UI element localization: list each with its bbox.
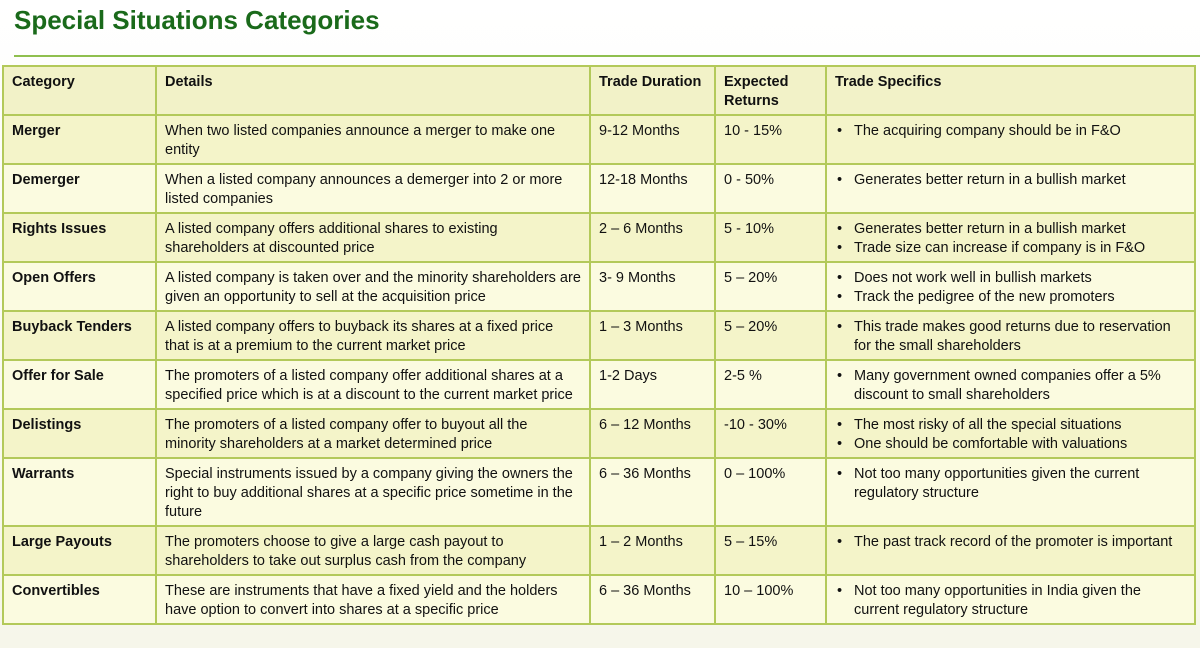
category-cell: Offer for Sale [2,359,157,410]
duration-cell: 3- 9 Months [589,261,716,312]
category-cell: Buyback Tenders [2,310,157,361]
specifics-cell: Does not work well in bullish markets Tr… [825,261,1196,312]
specifics-item: Track the pedigree of the new promoters [835,288,1186,307]
specifics-cell: The past track record of the promoter is… [825,525,1196,576]
specifics-list: The past track record of the promoter is… [835,533,1186,552]
duration-cell: 1 – 3 Months [589,310,716,361]
specifics-item: Generates better return in a bullish mar… [835,220,1186,239]
specifics-cell: Generates better return in a bullish mar… [825,163,1196,214]
returns-cell: 2-5 % [714,359,827,410]
specifics-list: The acquiring company should be in F&O [835,122,1186,141]
category-cell: Open Offers [2,261,157,312]
specifics-list: This trade makes good returns due to res… [835,318,1186,356]
category-cell: Convertibles [2,574,157,625]
table-row: Convertibles These are instruments that … [2,574,1196,625]
returns-cell: 5 – 20% [714,310,827,361]
specifics-item: Many government owned companies offer a … [835,367,1186,405]
table-row: Warrants Special instruments issued by a… [2,457,1196,527]
specifics-list: Not too many opportunities given the cur… [835,465,1186,503]
table-row: Offer for Sale The promoters of a listed… [2,359,1196,410]
table-row: Large Payouts The promoters choose to gi… [2,525,1196,576]
specifics-list: Generates better return in a bullish mar… [835,220,1186,258]
specifics-item: Not too many opportunities in India give… [835,582,1186,620]
details-cell: These are instruments that have a fixed … [155,574,591,625]
specifics-item: Not too many opportunities given the cur… [835,465,1186,503]
table-row: Merger When two listed companies announc… [2,114,1196,165]
column-header-expected-returns: Expected Returns [714,65,827,116]
specifics-item: The acquiring company should be in F&O [835,122,1186,141]
specifics-cell: Not too many opportunities given the cur… [825,457,1196,527]
page-title: Special Situations Categories [14,5,380,35]
duration-cell: 6 – 12 Months [589,408,716,459]
column-header-category: Category [2,65,157,116]
specifics-cell: Generates better return in a bullish mar… [825,212,1196,263]
table-row: Delistings The promoters of a listed com… [2,408,1196,459]
details-cell: A listed company offers additional share… [155,212,591,263]
details-cell: The promoters of a listed company offer … [155,359,591,410]
returns-cell: 10 - 15% [714,114,827,165]
table-row: Rights Issues A listed company offers ad… [2,212,1196,263]
specifics-cell: The most risky of all the special situat… [825,408,1196,459]
duration-cell: 12-18 Months [589,163,716,214]
duration-cell: 2 – 6 Months [589,212,716,263]
duration-cell: 9-12 Months [589,114,716,165]
details-cell: The promoters of a listed company offer … [155,408,591,459]
specifics-cell: Not too many opportunities in India give… [825,574,1196,625]
specifics-list: The most risky of all the special situat… [835,416,1186,454]
details-cell: When a listed company announces a demerg… [155,163,591,214]
returns-cell: 5 – 15% [714,525,827,576]
specifics-item: The most risky of all the special situat… [835,416,1186,435]
details-cell: When two listed companies announce a mer… [155,114,591,165]
returns-cell: 10 – 100% [714,574,827,625]
category-cell: Delistings [2,408,157,459]
details-cell: A listed company is taken over and the m… [155,261,591,312]
specifics-list: Does not work well in bullish markets Tr… [835,269,1186,307]
specifics-cell: Many government owned companies offer a … [825,359,1196,410]
table-row: Open Offers A listed company is taken ov… [2,261,1196,312]
specifics-item: This trade makes good returns due to res… [835,318,1186,356]
category-cell: Merger [2,114,157,165]
column-header-trade-duration: Trade Duration [589,65,716,116]
column-header-details: Details [155,65,591,116]
header-row: Category Details Trade Duration Expected… [2,65,1196,116]
specifics-item: The past track record of the promoter is… [835,533,1186,552]
category-cell: Demerger [2,163,157,214]
category-cell: Large Payouts [2,525,157,576]
returns-cell: 0 - 50% [714,163,827,214]
specifics-cell: The acquiring company should be in F&O [825,114,1196,165]
specifics-cell: This trade makes good returns due to res… [825,310,1196,361]
returns-cell: 5 - 10% [714,212,827,263]
specifics-list: Not too many opportunities in India give… [835,582,1186,620]
details-cell: Special instruments issued by a company … [155,457,591,527]
specifics-item: One should be comfortable with valuation… [835,435,1186,454]
returns-cell: -10 - 30% [714,408,827,459]
table-body: Merger When two listed companies announc… [2,114,1196,625]
duration-cell: 1-2 Days [589,359,716,410]
specifics-item: Trade size can increase if company is in… [835,239,1186,258]
table-row: Demerger When a listed company announces… [2,163,1196,214]
details-cell: A listed company offers to buyback its s… [155,310,591,361]
duration-cell: 1 – 2 Months [589,525,716,576]
returns-cell: 0 – 100% [714,457,827,527]
duration-cell: 6 – 36 Months [589,574,716,625]
specifics-list: Generates better return in a bullish mar… [835,171,1186,190]
specifics-list: Many government owned companies offer a … [835,367,1186,405]
column-header-trade-specifics: Trade Specifics [825,65,1196,116]
returns-cell: 5 – 20% [714,261,827,312]
specifics-item: Does not work well in bullish markets [835,269,1186,288]
table-row: Buyback Tenders A listed company offers … [2,310,1196,361]
duration-cell: 6 – 36 Months [589,457,716,527]
category-cell: Rights Issues [2,212,157,263]
category-cell: Warrants [2,457,157,527]
details-cell: The promoters choose to give a large cas… [155,525,591,576]
specifics-item: Generates better return in a bullish mar… [835,171,1186,190]
categories-table: Category Details Trade Duration Expected… [2,65,1196,625]
title-underline [14,55,1200,57]
